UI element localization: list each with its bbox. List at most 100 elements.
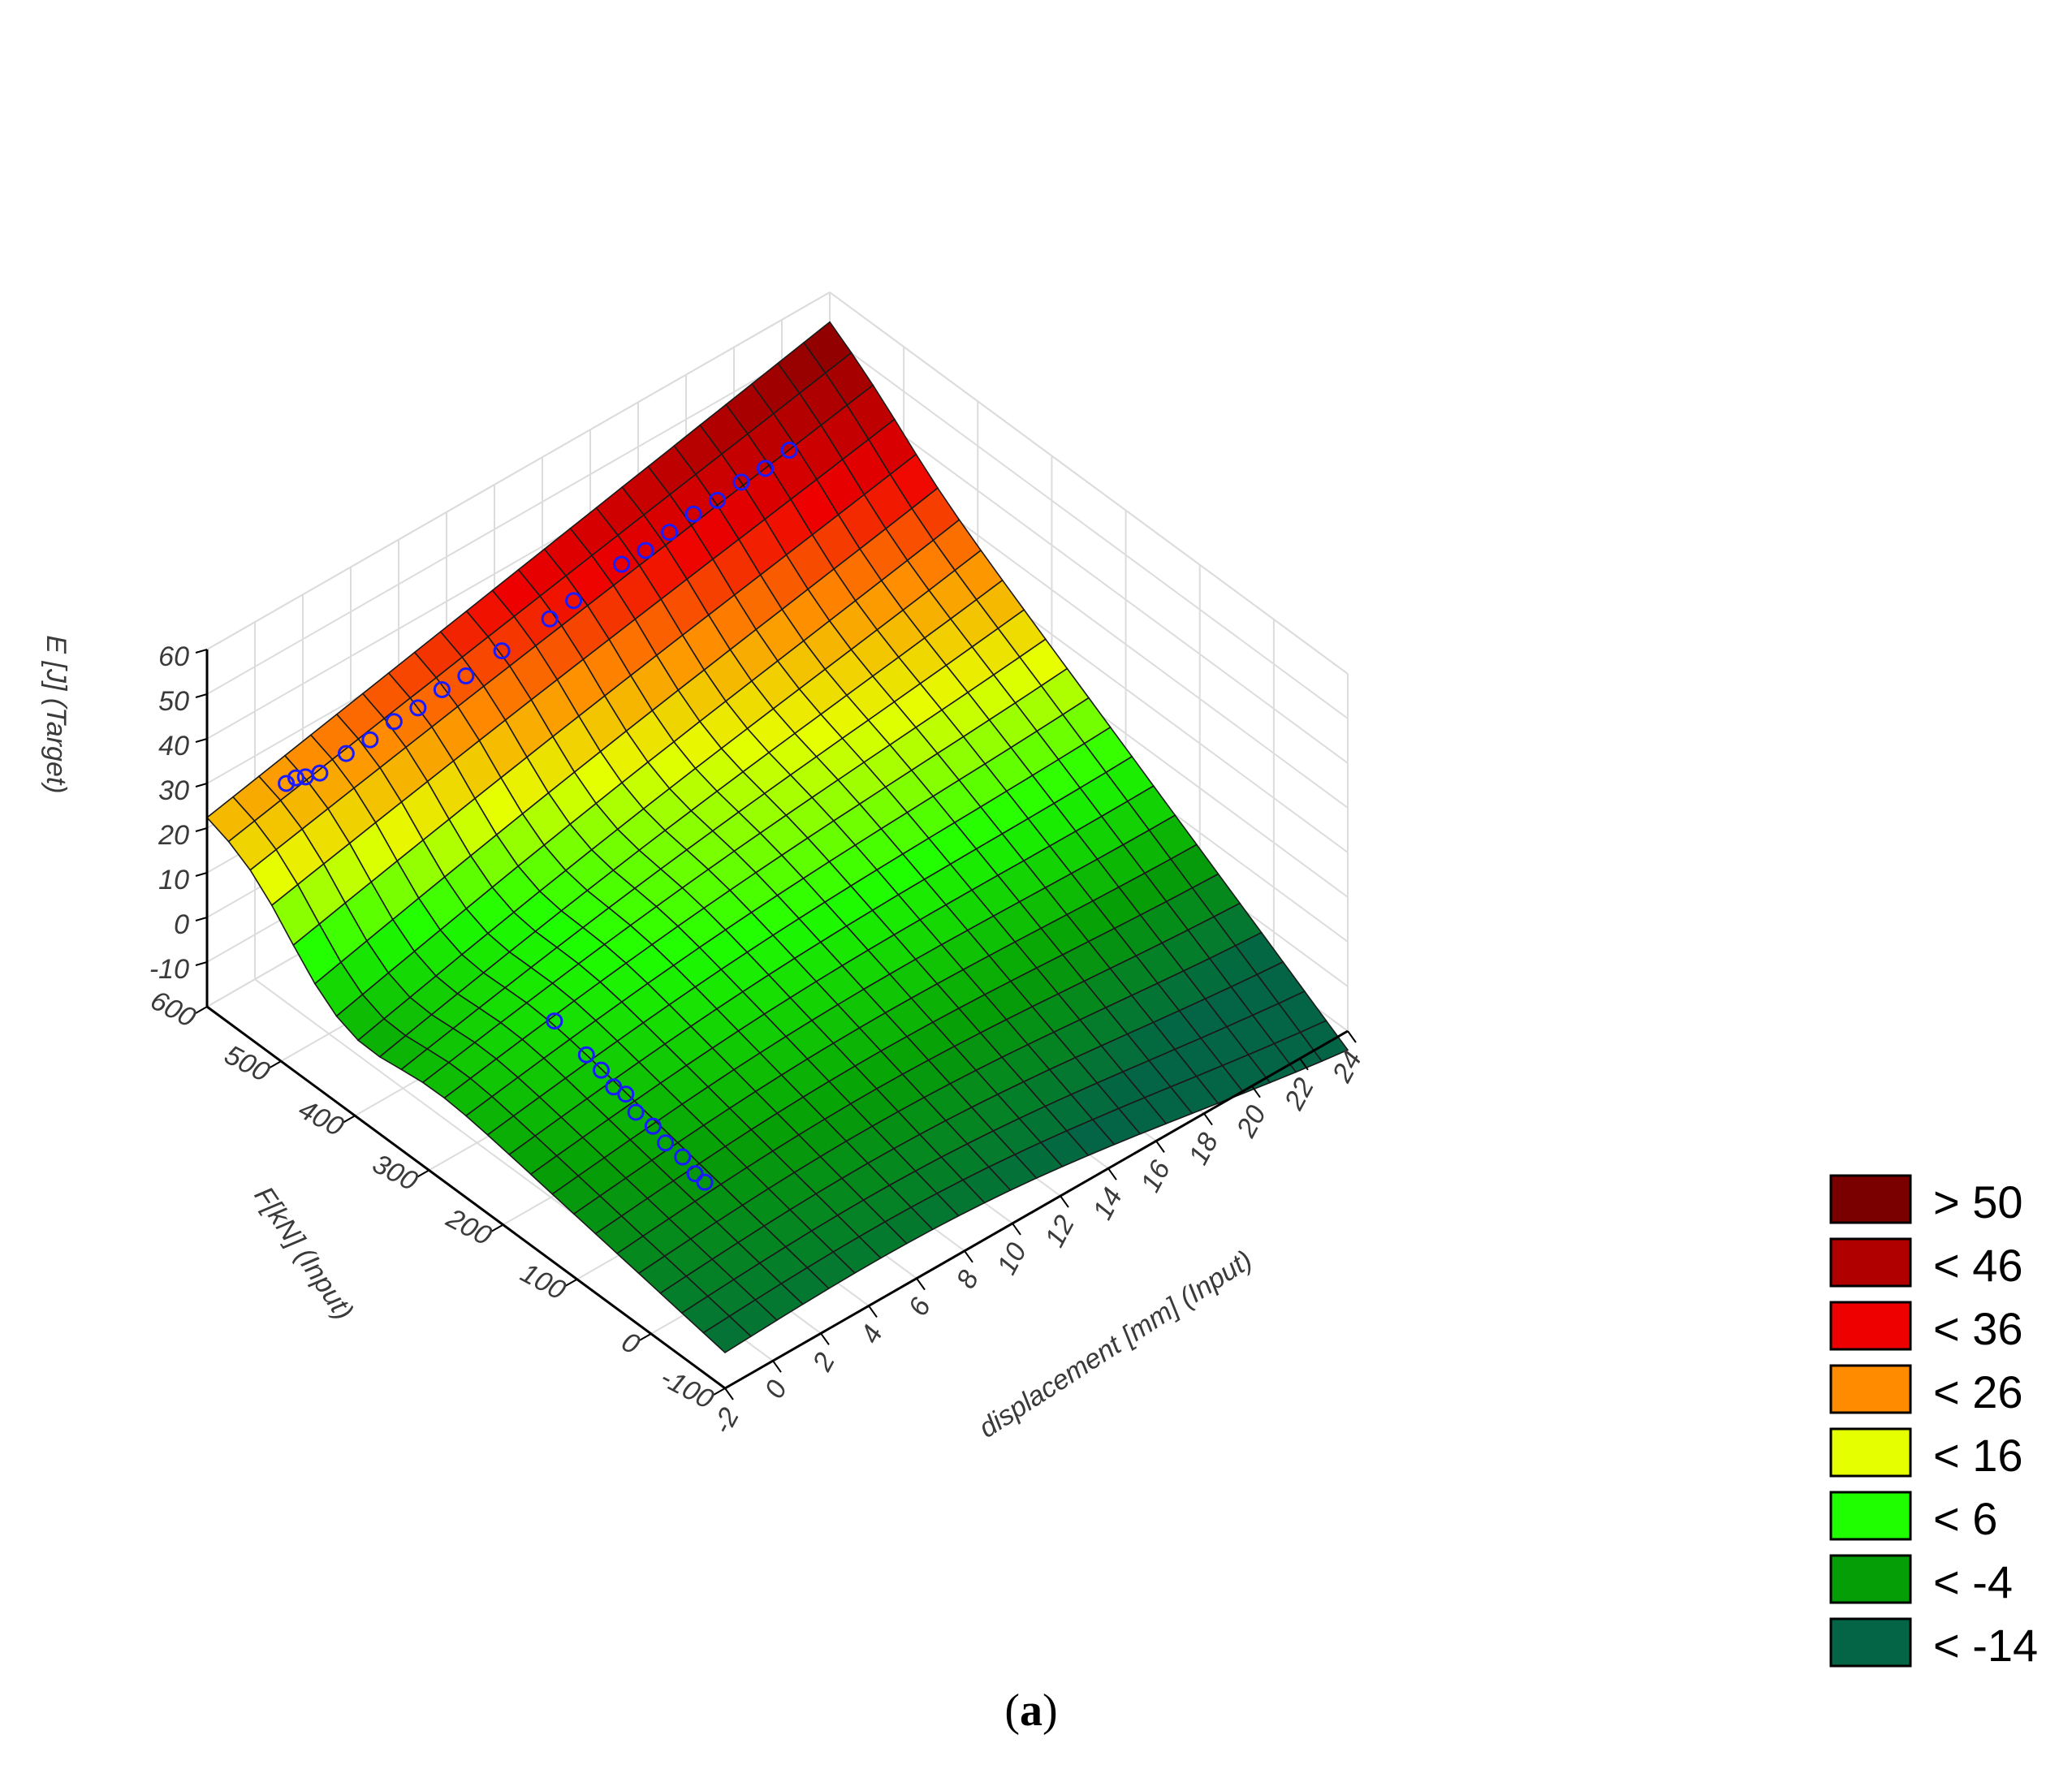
data-point [605, 1078, 623, 1096]
x-tick-mark [1347, 1030, 1357, 1043]
data-point [457, 667, 475, 685]
data-point [433, 680, 451, 698]
y-tick-label: 300 [368, 1148, 423, 1197]
data-point [757, 460, 775, 477]
x-tick-mark [868, 1305, 878, 1318]
data-point [661, 524, 679, 542]
data-point [409, 699, 427, 717]
y-tick-mark [491, 1223, 504, 1232]
x-tick-label: 18 [1183, 1128, 1224, 1169]
legend-label: < -14 [1933, 1620, 2038, 1671]
data-point [546, 1012, 563, 1030]
data-point [627, 1103, 645, 1121]
x-tick-mark [1012, 1223, 1021, 1236]
legend-swatch [1829, 1427, 1912, 1478]
data-point [613, 555, 631, 573]
x-tick-label: 0 [759, 1375, 793, 1404]
legend-label: < 26 [1933, 1366, 2023, 1418]
data-point [732, 473, 750, 491]
x-tick-label: 4 [855, 1320, 889, 1349]
surface-cell [702, 1315, 753, 1354]
y-tick-mark [343, 1115, 356, 1124]
x-tick-label: 2 [806, 1348, 841, 1376]
wall-gridline-z [206, 336, 831, 695]
z-tick-label: 20 [158, 820, 189, 851]
data-point [684, 505, 702, 523]
y-tick-label: 600 [145, 985, 201, 1034]
caption-open-paren: ( [1004, 1685, 1020, 1736]
legend-label: < 6 [1933, 1493, 1997, 1544]
z-tick-label: 30 [158, 775, 189, 806]
x-tick-label: 22 [1278, 1073, 1320, 1116]
legend-swatch [1829, 1364, 1912, 1414]
x-tick-label: 12 [1039, 1210, 1081, 1252]
axis-lines [195, 649, 1357, 1400]
legend-label: < 16 [1933, 1430, 2023, 1481]
z-tick-mark [195, 649, 208, 654]
side-gridline-z [829, 336, 1349, 719]
data-point [686, 1165, 704, 1183]
legend-label: > 50 [1933, 1176, 2023, 1228]
data-point [565, 592, 583, 610]
z-tick-mark [195, 827, 208, 832]
side-gridline-z [829, 291, 1349, 675]
z-tick-label: 10 [158, 865, 189, 895]
data-point [311, 764, 329, 782]
data-point [287, 769, 304, 787]
x-tick-label: 20 [1230, 1101, 1272, 1143]
y-tick-mark [269, 1060, 282, 1069]
data-point [637, 542, 654, 559]
x-tick-mark [724, 1387, 734, 1400]
observed-points [278, 442, 798, 1191]
legend-label: < -4 [1933, 1556, 2013, 1607]
data-point [780, 442, 798, 460]
y-tick-mark [713, 1387, 726, 1396]
legend: > 50 < 46 < 36 < 26 < 16 < 6 < -4 < -14 [1829, 1174, 2038, 1671]
z-tick-label: 0 [174, 909, 189, 940]
legend-label: < 46 [1933, 1240, 2023, 1291]
x-tick-mark [1251, 1085, 1261, 1098]
caption-close-paren: ) [1042, 1685, 1058, 1736]
legend-label: < 36 [1933, 1303, 2023, 1354]
data-point [337, 744, 355, 762]
z-tick-label: 60 [158, 641, 189, 672]
data-point [617, 1085, 635, 1103]
y-tick-mark [639, 1332, 652, 1341]
data-point [493, 642, 511, 660]
x-tick-mark [1060, 1195, 1069, 1208]
side-gridline-z [829, 381, 1349, 764]
z-tick-mark [195, 917, 208, 921]
data-point [657, 1134, 675, 1152]
data-point [577, 1046, 595, 1064]
y-tick-label: 400 [293, 1094, 348, 1142]
data-point [278, 775, 296, 792]
legend-swatch [1829, 1237, 1912, 1288]
y-tick-label: 100 [516, 1258, 571, 1306]
y-axis-line [206, 1005, 726, 1390]
z-tick-mark [195, 961, 208, 966]
x-tick-mark [1155, 1140, 1165, 1153]
z-tick-mark [195, 693, 208, 698]
y-tick-mark [417, 1169, 430, 1178]
legend-swatch [1829, 1617, 1912, 1668]
y-tick-label: 500 [219, 1039, 274, 1088]
x-tick-mark [820, 1332, 830, 1345]
legend-swatch [1829, 1491, 1912, 1541]
data-point [361, 731, 379, 749]
legend-swatch [1829, 1554, 1912, 1604]
caption: (a) [1004, 1685, 1057, 1736]
x-tick-label: 10 [991, 1238, 1033, 1280]
data-point [385, 713, 403, 731]
z-tick-label: 50 [158, 686, 189, 717]
data-point [696, 1173, 714, 1191]
y-axis-title: F[kN] (Input) [248, 1181, 360, 1326]
y-tick-mark [195, 1006, 208, 1014]
x-tick-label: 16 [1135, 1155, 1176, 1197]
x-tick-label: 6 [903, 1292, 937, 1321]
x-tick-mark [1203, 1112, 1213, 1126]
y-tick-mark [565, 1278, 578, 1287]
z-tick-label: -10 [149, 954, 189, 985]
x-tick-mark [964, 1250, 973, 1263]
